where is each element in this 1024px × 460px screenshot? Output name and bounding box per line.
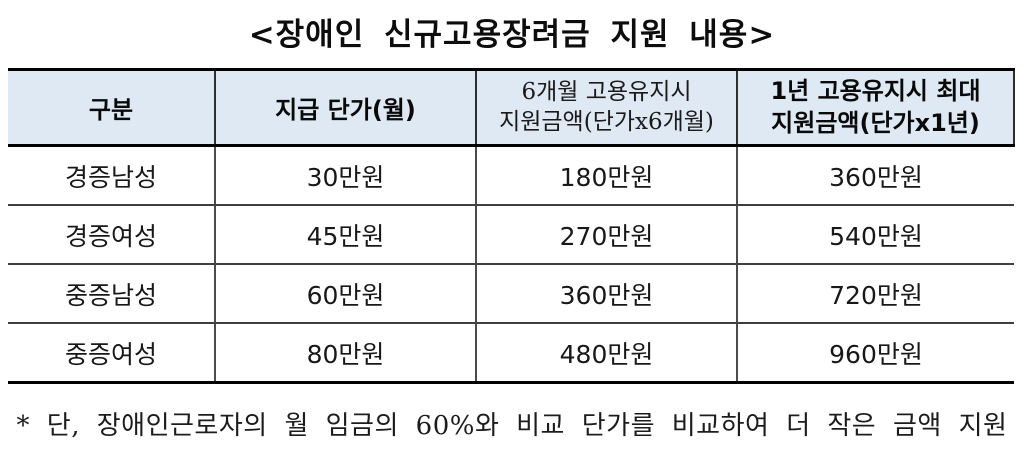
cell-category: 경증남성 — [8, 145, 216, 206]
grant-support-table: 구분 지급 단가(월) 6개월 고용유지시 지원금액(단가x6개월) 1년 고용… — [8, 68, 1015, 384]
cell-category: 경증여성 — [8, 205, 216, 265]
cell-six-month-amount: 360만원 — [476, 264, 738, 324]
header-six-month-line2: 지원금액(단가x6개월) — [499, 108, 714, 135]
cell-one-year-amount: 540만원 — [737, 205, 1014, 265]
cell-unit-price: 45만원 — [215, 205, 477, 265]
table-row: 경증여성 45만원 270만원 540만원 — [8, 205, 1014, 265]
table-row: 중증남성 60만원 360만원 720만원 — [8, 264, 1014, 324]
cell-one-year-amount: 360만원 — [737, 145, 1014, 206]
cell-six-month-amount: 480만원 — [476, 323, 738, 383]
cell-one-year-amount: 720만원 — [737, 264, 1014, 324]
header-one-year-line2: 지원금액(단가x1년) — [771, 108, 980, 137]
cell-six-month-amount: 180만원 — [476, 145, 738, 206]
header-cell-one-year: 1년 고용유지시 최대 지원금액(단가x1년) — [737, 69, 1015, 147]
header-one-year-line1: 1년 고용유지시 최대 — [770, 77, 981, 106]
cell-unit-price: 30만원 — [215, 145, 477, 206]
cell-category: 중증여성 — [8, 323, 216, 383]
table-header-row: 구분 지급 단가(월) 6개월 고용유지시 지원금액(단가x6개월) 1년 고용… — [8, 69, 1015, 147]
header-cell-unit-price: 지급 단가(월) — [215, 69, 477, 147]
header-cell-category: 구분 — [8, 69, 216, 147]
cell-six-month-amount: 270만원 — [476, 205, 738, 265]
cell-unit-price: 80만원 — [215, 323, 477, 383]
cell-category: 중증남성 — [8, 264, 216, 324]
table-row: 중증여성 80만원 480만원 960만원 — [8, 323, 1014, 383]
header-cell-six-month: 6개월 고용유지시 지원금액(단가x6개월) — [476, 69, 738, 147]
footnote: * 단, 장애인근로자의 월 임금의 60%와 비교 단가를 비교하여 더 작은… — [16, 411, 1008, 441]
cell-unit-price: 60만원 — [215, 264, 477, 324]
table-row: 경증남성 30만원 180만원 360만원 — [8, 145, 1014, 206]
cell-one-year-amount: 960만원 — [829, 339, 923, 369]
page-title: <장애인 신규고용장려금 지원 내용> — [248, 17, 776, 53]
header-six-month-line1: 6개월 고용유지시 — [521, 78, 692, 105]
